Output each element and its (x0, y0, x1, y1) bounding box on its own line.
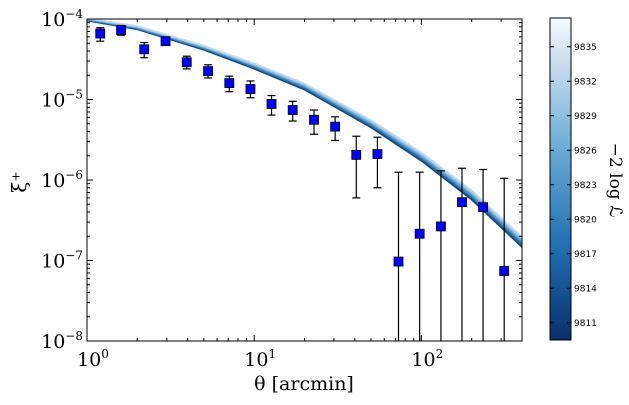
model-curve (87, 19, 522, 245)
model-curve (87, 19, 522, 243)
data-point (330, 121, 341, 132)
y-tick-labels: 10−8 10−7 10−6 10−5 10−4 (41, 7, 83, 353)
model-curve (87, 19, 522, 246)
x-tick-labels: 100 101 102 (77, 347, 443, 371)
model-curve (87, 19, 522, 242)
data-point (436, 221, 446, 232)
colorbar-label: −2 log ℒ (605, 143, 625, 218)
colorbar-tick-label: 9829 (574, 112, 597, 122)
x-tick-label: 100 (77, 347, 109, 371)
data-point (95, 28, 106, 39)
data-point (160, 36, 171, 47)
model-curve (87, 19, 522, 245)
x-tick-label: 102 (411, 347, 443, 371)
data-point (139, 44, 150, 55)
y-tick-label: 10−6 (41, 168, 83, 192)
model-curve (87, 19, 522, 246)
model-curve (87, 19, 522, 242)
model-curve (87, 19, 522, 247)
model-curve (87, 19, 522, 247)
colorbar-tick-label: 9835 (574, 43, 597, 53)
data-point (414, 228, 425, 239)
model-curve (87, 19, 522, 238)
data-point (457, 197, 467, 208)
model-curve (87, 19, 522, 246)
model-curve (87, 19, 522, 241)
data-point (245, 84, 256, 94)
data-point (478, 202, 488, 213)
axis-ticks (86, 18, 523, 342)
data-point (372, 149, 383, 159)
model-curve (87, 19, 522, 244)
data-point (351, 150, 362, 160)
data-point (287, 105, 298, 115)
model-curve (87, 19, 522, 239)
model-curve (87, 19, 522, 240)
colorbar-tick-label: 9826 (574, 146, 597, 156)
colorbar-ticks (550, 46, 571, 324)
data-point (224, 78, 235, 88)
data-point (266, 99, 277, 109)
model-curve (87, 19, 522, 244)
model-curve (87, 19, 522, 239)
model-curve (87, 19, 522, 240)
y-axis-label: ξ⁺ (7, 171, 31, 193)
colorbar (549, 17, 572, 341)
colorbar-tick-label: 9823 (574, 181, 597, 191)
x-axis-label: θ [arcmin] (254, 373, 354, 395)
colorbar-tick-label: 9820 (574, 215, 597, 225)
y-tick-label: 10−4 (41, 7, 83, 31)
data-point (499, 266, 510, 276)
colorbar-tick-labels: 9811 9814 9817 9820 9823 9826 9829 9832 … (574, 43, 597, 329)
data-point (203, 66, 213, 77)
colorbar-tick-label: 9814 (574, 284, 597, 294)
colorbar-tick-label: 9817 (574, 250, 597, 260)
colorbar-tick-label: 9811 (574, 319, 597, 329)
model-curve (87, 19, 522, 238)
x-tick-label: 101 (244, 347, 276, 371)
model-curve (87, 19, 522, 248)
model-curves (87, 19, 522, 248)
model-curve (87, 19, 522, 243)
model-curve (87, 19, 522, 241)
data-point (181, 57, 192, 68)
data-points (95, 24, 510, 341)
data-point (393, 256, 404, 267)
model-curve (87, 19, 522, 240)
data-point (309, 114, 319, 125)
y-tick-label: 10−7 (41, 249, 83, 273)
colorbar-tick-label: 9832 (574, 77, 597, 87)
data-point (116, 25, 127, 35)
model-curve (87, 19, 522, 248)
y-tick-label: 10−8 (41, 329, 83, 353)
y-tick-label: 10−5 (41, 88, 83, 112)
